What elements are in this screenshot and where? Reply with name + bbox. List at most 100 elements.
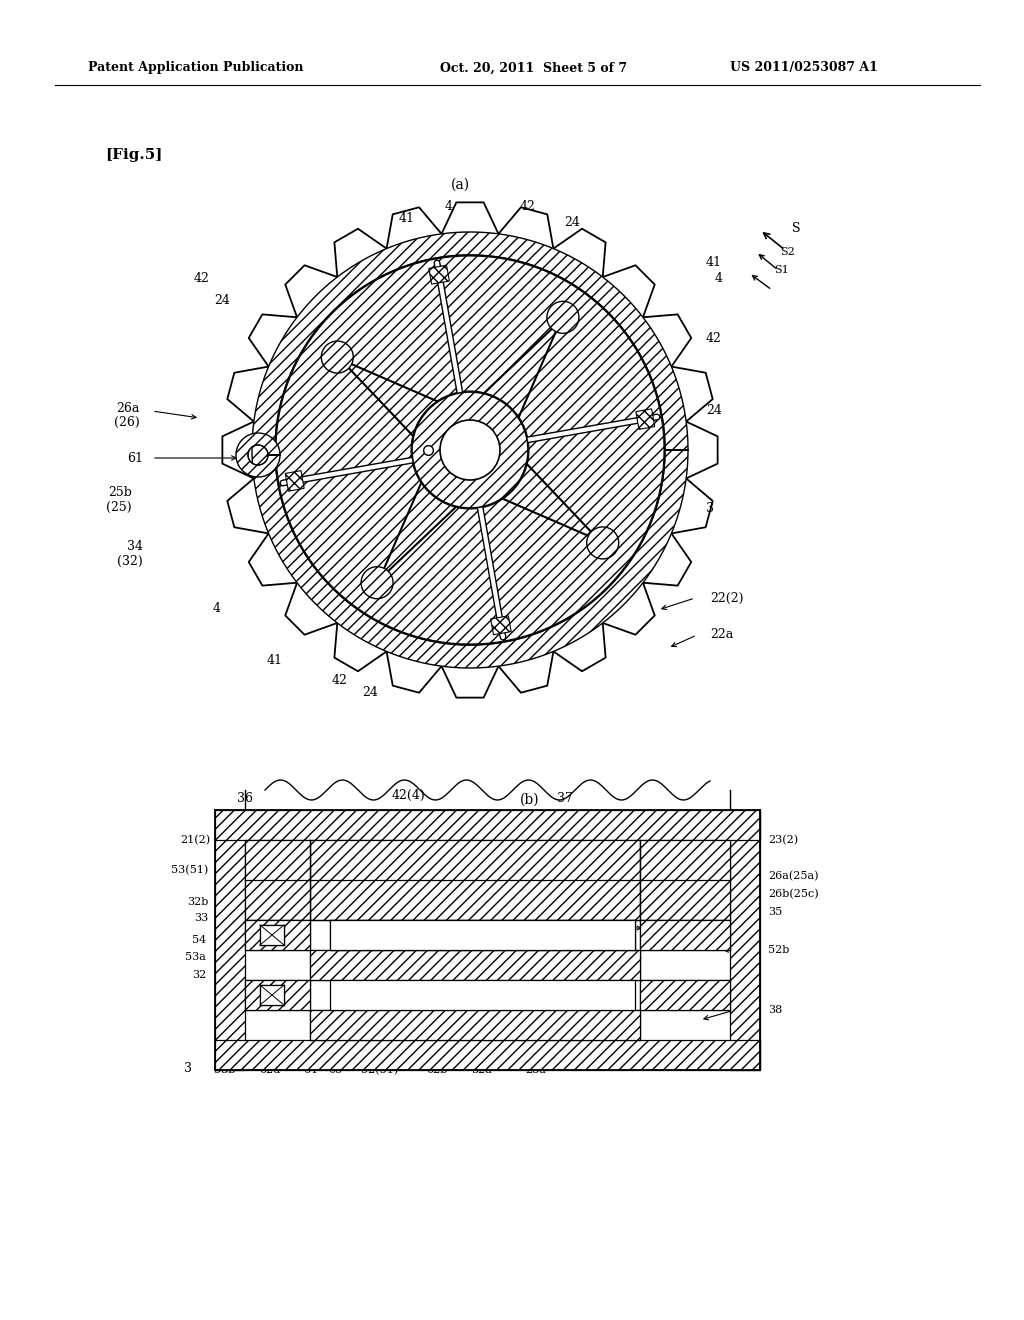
- Text: US 2011/0253087 A1: US 2011/0253087 A1: [730, 62, 878, 74]
- Text: 61: 61: [127, 451, 143, 465]
- Text: 34: 34: [442, 873, 457, 883]
- Text: 31: 31: [409, 573, 425, 586]
- Polygon shape: [215, 1040, 760, 1071]
- Text: 31: 31: [571, 355, 587, 368]
- Polygon shape: [730, 810, 760, 1071]
- Text: 42: 42: [332, 673, 348, 686]
- Polygon shape: [236, 433, 280, 477]
- Polygon shape: [252, 232, 688, 668]
- Wedge shape: [480, 416, 664, 642]
- Text: 42: 42: [195, 272, 210, 285]
- Circle shape: [322, 341, 353, 374]
- Text: 21(2): 21(2): [180, 834, 210, 845]
- Text: 43: 43: [370, 355, 386, 368]
- Polygon shape: [330, 920, 635, 950]
- Text: 62(61): 62(61): [447, 859, 484, 869]
- Text: 63c: 63c: [393, 871, 414, 880]
- Text: 44: 44: [385, 381, 401, 395]
- Text: 26a: 26a: [117, 401, 140, 414]
- Text: (a): (a): [451, 178, 470, 191]
- Polygon shape: [215, 810, 760, 840]
- Text: 35: 35: [768, 907, 782, 917]
- Text: 63b: 63b: [419, 853, 440, 863]
- Text: 24: 24: [214, 293, 230, 306]
- Text: 54: 54: [191, 935, 206, 945]
- Text: 53c: 53c: [352, 937, 373, 946]
- Text: 53b: 53b: [214, 1065, 236, 1074]
- Text: (b): (b): [520, 793, 540, 807]
- Bar: [429, 265, 450, 284]
- Text: 42: 42: [706, 331, 722, 345]
- Text: S2: S2: [780, 247, 795, 257]
- Polygon shape: [222, 202, 718, 698]
- Text: 44: 44: [555, 483, 571, 496]
- Text: 37: 37: [557, 792, 573, 804]
- Polygon shape: [640, 920, 730, 950]
- Text: S1: S1: [774, 265, 788, 275]
- Text: 44: 44: [378, 508, 394, 521]
- Text: 62d: 62d: [259, 1065, 281, 1074]
- Text: 4: 4: [213, 602, 221, 615]
- Text: 25b: 25b: [109, 487, 132, 499]
- Circle shape: [587, 527, 618, 558]
- Text: [Fig.5]: [Fig.5]: [105, 148, 163, 162]
- Text: 62c: 62c: [484, 939, 505, 949]
- Circle shape: [547, 301, 579, 333]
- Text: 24: 24: [564, 216, 580, 230]
- Text: 64: 64: [303, 1065, 317, 1074]
- Text: 3: 3: [184, 1061, 193, 1074]
- Text: (25): (25): [106, 500, 132, 513]
- Text: 65: 65: [328, 1065, 342, 1074]
- Text: 4: 4: [445, 201, 453, 214]
- Text: 51: 51: [314, 463, 330, 477]
- Wedge shape: [279, 461, 504, 644]
- Text: 22a: 22a: [710, 628, 733, 642]
- Polygon shape: [640, 979, 730, 1010]
- Text: 62a: 62a: [399, 939, 421, 949]
- Polygon shape: [245, 920, 310, 950]
- Polygon shape: [260, 985, 284, 1005]
- Circle shape: [440, 420, 500, 480]
- Text: 38: 38: [768, 1005, 782, 1015]
- Text: (26): (26): [115, 416, 140, 429]
- Polygon shape: [260, 925, 284, 945]
- Circle shape: [412, 392, 528, 508]
- Text: 24: 24: [706, 404, 722, 417]
- Bar: [636, 409, 654, 429]
- Wedge shape: [276, 259, 460, 483]
- Text: 42: 42: [520, 201, 536, 214]
- Text: 22(2): 22(2): [710, 591, 743, 605]
- Polygon shape: [215, 810, 245, 1071]
- Polygon shape: [310, 1010, 640, 1040]
- Text: 32b: 32b: [186, 898, 208, 907]
- Text: 63a: 63a: [439, 939, 461, 949]
- Text: 4: 4: [715, 272, 723, 285]
- Text: 36: 36: [237, 792, 253, 804]
- Text: 32: 32: [191, 970, 206, 979]
- Text: S: S: [792, 222, 801, 235]
- Text: 3: 3: [706, 502, 714, 515]
- Text: 53(51): 53(51): [171, 865, 208, 875]
- Polygon shape: [245, 840, 310, 920]
- Text: 44: 44: [425, 318, 441, 331]
- Text: 32a: 32a: [472, 1065, 493, 1074]
- Text: 42(4): 42(4): [391, 788, 425, 801]
- Polygon shape: [330, 979, 635, 1010]
- Text: 62b: 62b: [426, 1065, 447, 1074]
- Text: 41: 41: [399, 211, 415, 224]
- Text: 24: 24: [362, 685, 378, 698]
- Text: 34: 34: [127, 540, 143, 553]
- Text: 23a: 23a: [525, 1065, 546, 1074]
- Text: 53a: 53a: [185, 952, 206, 962]
- Text: 26b(25c): 26b(25c): [768, 888, 818, 899]
- Circle shape: [361, 566, 393, 599]
- Polygon shape: [310, 950, 640, 979]
- Text: 43: 43: [374, 479, 390, 491]
- Bar: [286, 471, 304, 491]
- Text: 52a: 52a: [380, 903, 400, 913]
- Text: 63(61): 63(61): [446, 838, 483, 849]
- Polygon shape: [245, 979, 310, 1010]
- Text: 52b: 52b: [768, 945, 790, 954]
- Polygon shape: [310, 840, 640, 920]
- Text: 33: 33: [194, 913, 208, 923]
